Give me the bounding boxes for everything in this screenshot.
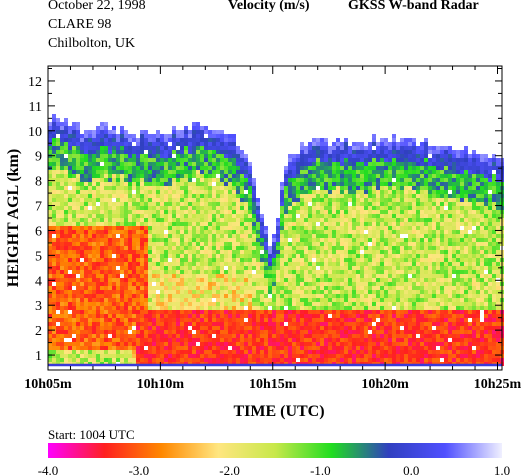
y-tick-label: 7 xyxy=(35,200,42,215)
y-tick-label: 8 xyxy=(35,175,42,190)
x-tick-label: 10h25m xyxy=(474,377,522,392)
y-tick-label: 6 xyxy=(35,224,42,239)
colorbar xyxy=(48,443,502,458)
header-location: Chilbolton, UK xyxy=(48,36,136,51)
colorbar-tick-label: -3.0 xyxy=(129,463,150,476)
x-tick-label: 10h15m xyxy=(249,377,297,392)
header-date: October 22, 1998 xyxy=(48,0,146,13)
x-tick-label: 10h10m xyxy=(137,377,185,392)
colorbar-tick-label: -2.0 xyxy=(219,463,240,476)
x-tick-label: 10h20m xyxy=(361,377,409,392)
start-time-label: Start: 1004 UTC xyxy=(48,427,135,442)
y-tick-label: 9 xyxy=(35,150,42,165)
y-tick-label: 2 xyxy=(35,324,42,339)
header-instrument: GKSS W-band Radar xyxy=(348,0,479,13)
colorbar-tick-label: -1.0 xyxy=(310,463,331,476)
colorbar-tick-label: 0.0 xyxy=(403,463,419,476)
y-tick-label: 4 xyxy=(35,274,42,289)
header-campaign: CLARE 98 xyxy=(48,17,112,32)
velocity-field xyxy=(48,66,504,370)
colorbar-tick-label: 1.0 xyxy=(494,463,510,476)
y-tick-label: 12 xyxy=(28,75,42,90)
y-tick-label: 3 xyxy=(35,299,42,314)
y-axis-title: HEIGHT AGL (km) xyxy=(5,149,22,287)
y-tick-label: 10 xyxy=(28,125,42,140)
y-tick-label: 11 xyxy=(29,100,42,115)
y-tick-label: 5 xyxy=(35,249,42,264)
header-quantity: Velocity (m/s) xyxy=(228,0,310,13)
x-axis-title: TIME (UTC) xyxy=(233,403,324,420)
y-tick-label: 1 xyxy=(35,349,42,364)
colorbar-tick-label: -4.0 xyxy=(38,463,59,476)
x-tick-label: 10h05m xyxy=(24,377,72,392)
